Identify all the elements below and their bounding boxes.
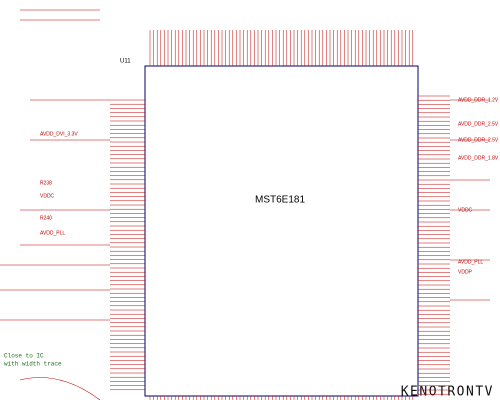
watermark: KENOTRONTV: [401, 385, 494, 400]
net-label: R238: [40, 180, 52, 186]
net-label: AVDD_PLL: [40, 230, 65, 236]
ic-ref: U11: [120, 59, 131, 65]
note: Close to IC: [4, 353, 44, 360]
net-label: AVDD_DDR_1.2V: [458, 97, 499, 103]
net-label: R240: [40, 215, 52, 221]
net-label: VDDP: [458, 269, 473, 275]
net-label: AVDD_DVI_3.3V: [40, 131, 78, 137]
wire: [19, 377, 101, 400]
net-label: VDDC: [458, 207, 473, 213]
net-label: AVDD_PLL: [458, 259, 483, 265]
net-label: AVDD_DDR_1.8V: [458, 155, 499, 161]
net-label: VDDC: [40, 193, 55, 199]
ic-part: MST6E181: [255, 195, 305, 206]
note: with width trace: [4, 361, 62, 368]
ic-body: [144, 65, 419, 397]
net-label: AVDD_DDR_2.5V: [458, 137, 499, 143]
net-label: AVDD_DDR_2.5V: [458, 121, 499, 127]
